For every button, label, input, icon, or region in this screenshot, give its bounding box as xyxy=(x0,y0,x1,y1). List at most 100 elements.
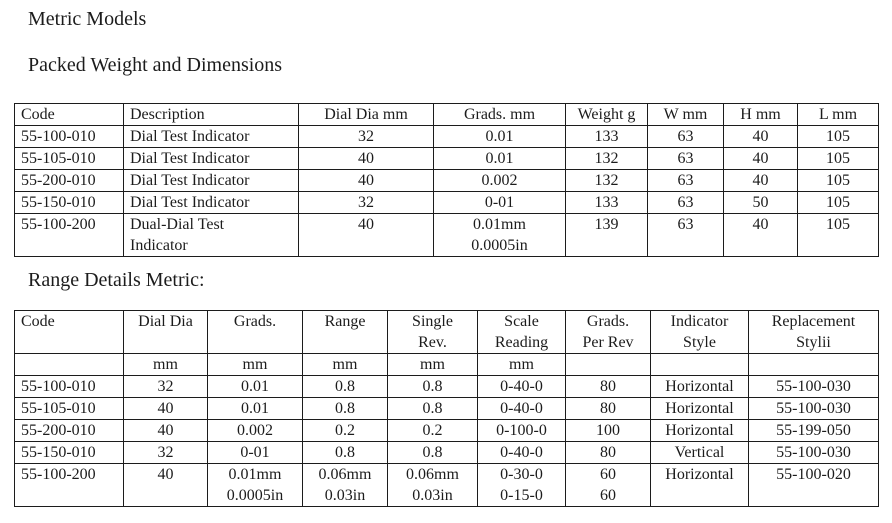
table-cell: 105 xyxy=(797,169,879,192)
table-cell: 0-01 xyxy=(207,441,303,464)
unit-cell: mm xyxy=(387,353,478,376)
table-cell: 0.8 xyxy=(387,441,478,464)
units-row: mm mm mm mm mm xyxy=(14,353,879,376)
table-cell: 40 xyxy=(723,169,798,192)
column-header: Grads. xyxy=(207,310,303,354)
table-row: 55-150-010 32 0-01 0.8 0.8 0-40-0 80 Vertical 55… xyxy=(14,441,879,464)
table-cell: 32 xyxy=(298,125,434,148)
column-header: H mm xyxy=(723,103,798,126)
unit-cell: mm xyxy=(207,353,303,376)
table-cell: 0.8 xyxy=(302,441,388,464)
table-row: 55-105-010 Dial Test Indicator 40 0.01 132 63… xyxy=(14,147,879,170)
table-cell: 55-150-010 xyxy=(14,191,124,214)
table-cell: 55-200-010 xyxy=(14,419,124,442)
table-cell: 105 xyxy=(797,191,879,214)
table-cell: 63 xyxy=(647,191,724,214)
table-cell: 133 xyxy=(565,125,648,148)
table-cell: 40 xyxy=(298,169,434,192)
table-cell: 40 xyxy=(123,463,208,507)
column-header: Grads. mm xyxy=(433,103,566,126)
table-header-row: Code Dial Dia Grads. Range Single Rev. Scale … xyxy=(14,310,879,354)
table-cell: 0.01 xyxy=(433,147,566,170)
table-cell: Vertical xyxy=(650,441,749,464)
column-header: Description xyxy=(123,103,299,126)
column-header: Code xyxy=(14,310,124,354)
metric-models-heading: Metric Models xyxy=(28,8,147,30)
table-cell: 139 xyxy=(565,213,648,257)
table-row: 55-100-010 32 0.01 0.8 0.8 0-40-0 80 Horizontal… xyxy=(14,375,879,398)
table-cell: Horizontal xyxy=(650,397,749,420)
column-header: L mm xyxy=(797,103,879,126)
table-cell: 0.01mm 0.0005in xyxy=(207,463,303,507)
table-cell: 80 xyxy=(565,397,651,420)
column-header: Dial Dia xyxy=(123,310,208,354)
table-cell: 40 xyxy=(123,419,208,442)
table-cell: 0-01 xyxy=(433,191,566,214)
table-cell: Dial Test Indicator xyxy=(123,191,299,214)
table-cell: 60 60 xyxy=(565,463,651,507)
table-cell: 0.01 xyxy=(207,375,303,398)
unit-cell xyxy=(14,353,124,376)
table-body: 55-100-010 32 0.01 0.8 0.8 0-40-0 80 Horizontal… xyxy=(14,375,879,507)
table-row: 55-105-010 40 0.01 0.8 0.8 0-40-0 80 Horizontal… xyxy=(14,397,879,420)
column-header: Code xyxy=(14,103,124,126)
table-cell: 0.2 xyxy=(387,419,478,442)
table-cell: 32 xyxy=(298,191,434,214)
table-cell: 55-100-030 xyxy=(748,375,879,398)
packed-weight-heading: Packed Weight and Dimensions xyxy=(28,54,283,76)
table-cell: 80 xyxy=(565,441,651,464)
packed-weight-table: Code Description Dial Dia mm Grads. mm Weigh… xyxy=(14,103,879,257)
table-cell: 55-100-200 xyxy=(14,463,124,507)
table-cell: 55-100-010 xyxy=(14,375,124,398)
table-cell: Dial Test Indicator xyxy=(123,147,299,170)
table-cell: 63 xyxy=(647,125,724,148)
table-cell: 132 xyxy=(565,169,648,192)
table-cell: 0.06mm 0.03in xyxy=(302,463,388,507)
table-cell: 40 xyxy=(723,147,798,170)
table-cell: 0.01mm 0.0005in xyxy=(433,213,566,257)
table-cell: Horizontal xyxy=(650,463,749,507)
table-cell: 0.002 xyxy=(433,169,566,192)
table-row: 55-100-010 Dial Test Indicator 32 0.01 133 63… xyxy=(14,125,879,148)
table-cell: 50 xyxy=(723,191,798,214)
table-cell: 63 xyxy=(647,213,724,257)
table-row: 55-100-200 Dual-Dial Test Indicator 40 0.01… xyxy=(14,213,879,257)
table-cell: 32 xyxy=(123,441,208,464)
table-cell: 63 xyxy=(647,147,724,170)
unit-cell: mm xyxy=(302,353,388,376)
table-cell: 55-100-020 xyxy=(748,463,879,507)
table-cell: 0-40-0 xyxy=(477,441,566,464)
column-header: Indicator Style xyxy=(650,310,749,354)
table-cell: 40 xyxy=(298,147,434,170)
table-body: 55-100-010 Dial Test Indicator 32 0.01 133 63… xyxy=(14,125,879,257)
table-cell: 105 xyxy=(797,147,879,170)
table-cell: 55-200-010 xyxy=(14,169,124,192)
table-row: 55-100-200 40 0.01mm 0.0005in 0.06mm 0.03in… xyxy=(14,463,879,507)
table-cell: 80 xyxy=(565,375,651,398)
table-cell: 32 xyxy=(123,375,208,398)
range-details-table: Code Dial Dia Grads. Range Single Rev. Scale … xyxy=(14,310,879,507)
table-cell: 0.8 xyxy=(387,397,478,420)
table-row: 55-200-010 40 0.002 0.2 0.2 0-100-0 100 Horizon… xyxy=(14,419,879,442)
table-row: 55-150-010 Dial Test Indicator 32 0-01 133 63… xyxy=(14,191,879,214)
table-cell: 55-105-010 xyxy=(14,147,124,170)
table-row: 55-200-010 Dial Test Indicator 40 0.002 132 6… xyxy=(14,169,879,192)
table-cell: Horizontal xyxy=(650,375,749,398)
table-cell: 0.01 xyxy=(433,125,566,148)
table-cell: 0.8 xyxy=(387,375,478,398)
unit-cell: mm xyxy=(123,353,208,376)
table-cell: 0-100-0 xyxy=(477,419,566,442)
unit-cell xyxy=(650,353,749,376)
table-cell: 0-40-0 xyxy=(477,397,566,420)
table-cell: Horizontal xyxy=(650,419,749,442)
table-cell: 55-100-200 xyxy=(14,213,124,257)
table-cell: 133 xyxy=(565,191,648,214)
table-cell: 55-100-010 xyxy=(14,125,124,148)
column-header: Range xyxy=(302,310,388,354)
table-cell: 0.2 xyxy=(302,419,388,442)
table-cell: 40 xyxy=(723,125,798,148)
table-cell: 0-30-0 0-15-0 xyxy=(477,463,566,507)
column-header: Weight g xyxy=(565,103,648,126)
table-cell: 40 xyxy=(123,397,208,420)
